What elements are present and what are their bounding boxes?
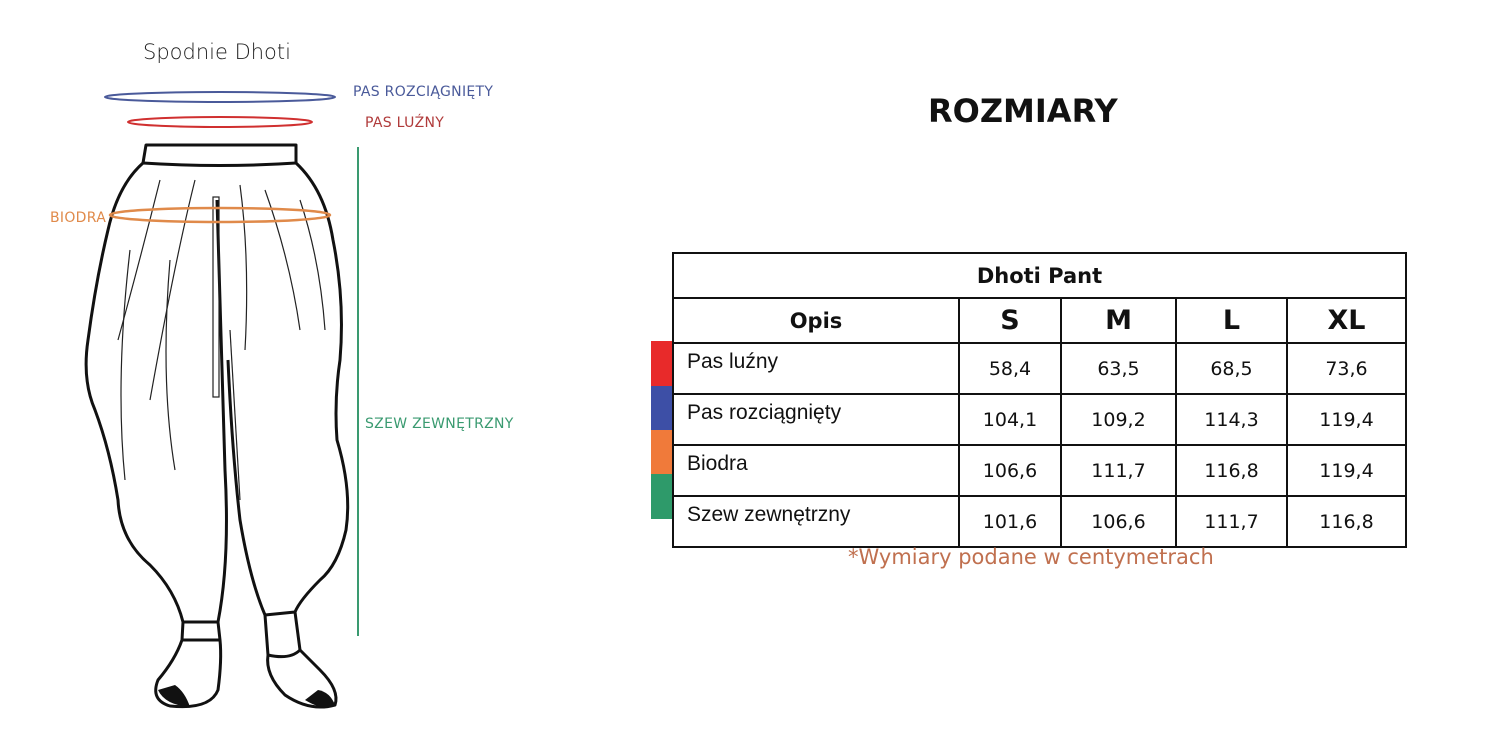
label-biodra: BIODRA (50, 210, 107, 226)
label-pas-luzny: PAS LUŹNY (365, 115, 445, 131)
cell-value: 73,6 (1286, 342, 1407, 395)
cell-value: 116,8 (1175, 444, 1288, 497)
cell-value: 116,8 (1286, 495, 1407, 548)
units-note: *Wymiary podane w centymetrach (848, 545, 1214, 569)
diagram-title: Spodnie Dhoti (143, 40, 291, 64)
cell-value: 68,5 (1175, 342, 1288, 395)
dhoti-pants-illustration (84, 91, 359, 709)
row-label: Pas rozciągnięty (672, 393, 960, 446)
cell-value: 111,7 (1175, 495, 1288, 548)
header-l: L (1175, 297, 1288, 344)
color-marker-szew (651, 474, 672, 519)
header-m: M (1060, 297, 1177, 344)
cell-value: 114,3 (1175, 393, 1288, 446)
cell-value: 101,6 (958, 495, 1062, 548)
table-row: Szew zewnętrzny 101,6 106,6 111,7 116,8 (672, 495, 1407, 548)
cell-value: 119,4 (1286, 393, 1407, 446)
cell-value: 58,4 (958, 342, 1062, 395)
row-label: Biodra (672, 444, 960, 497)
row-label: Pas luźny (672, 342, 960, 395)
waist-stretched-ring (104, 91, 336, 103)
color-marker-pas-luzny (651, 341, 672, 386)
sizes-heading: ROZMIARY (928, 92, 1118, 130)
cell-value: 106,6 (1060, 495, 1177, 548)
header-opis: Opis (672, 297, 960, 344)
row-label: Szew zewnętrzny (672, 495, 960, 548)
cell-value: 109,2 (1060, 393, 1177, 446)
cell-value: 111,7 (1060, 444, 1177, 497)
cell-value: 106,6 (958, 444, 1062, 497)
cell-value: 119,4 (1286, 444, 1407, 497)
color-marker-pas-rozciagniety (651, 386, 672, 431)
label-pas-rozciagniety: PAS ROZCIĄGNIĘTY (353, 84, 494, 100)
cell-value: 63,5 (1060, 342, 1177, 395)
header-s: S (958, 297, 1062, 344)
label-szew-zewnetrzny: SZEW ZEWNĘTRZNY (365, 416, 514, 432)
size-table: Dhoti Pant Opis S M L XL Pas luźny 58,4 … (672, 252, 1407, 548)
cell-value: 104,1 (958, 393, 1062, 446)
table-row: Pas luźny 58,4 63,5 68,5 73,6 (672, 342, 1407, 395)
waist-loose-ring (127, 116, 313, 128)
table-title: Dhoti Pant (672, 252, 1407, 299)
table-header-row: Opis S M L XL (672, 297, 1407, 344)
table-row: Pas rozciągnięty 104,1 109,2 114,3 119,4 (672, 393, 1407, 446)
header-xl: XL (1286, 297, 1407, 344)
hips-ring (108, 206, 332, 224)
color-marker-biodra (651, 430, 672, 475)
table-row: Biodra 106,6 111,7 116,8 119,4 (672, 444, 1407, 497)
